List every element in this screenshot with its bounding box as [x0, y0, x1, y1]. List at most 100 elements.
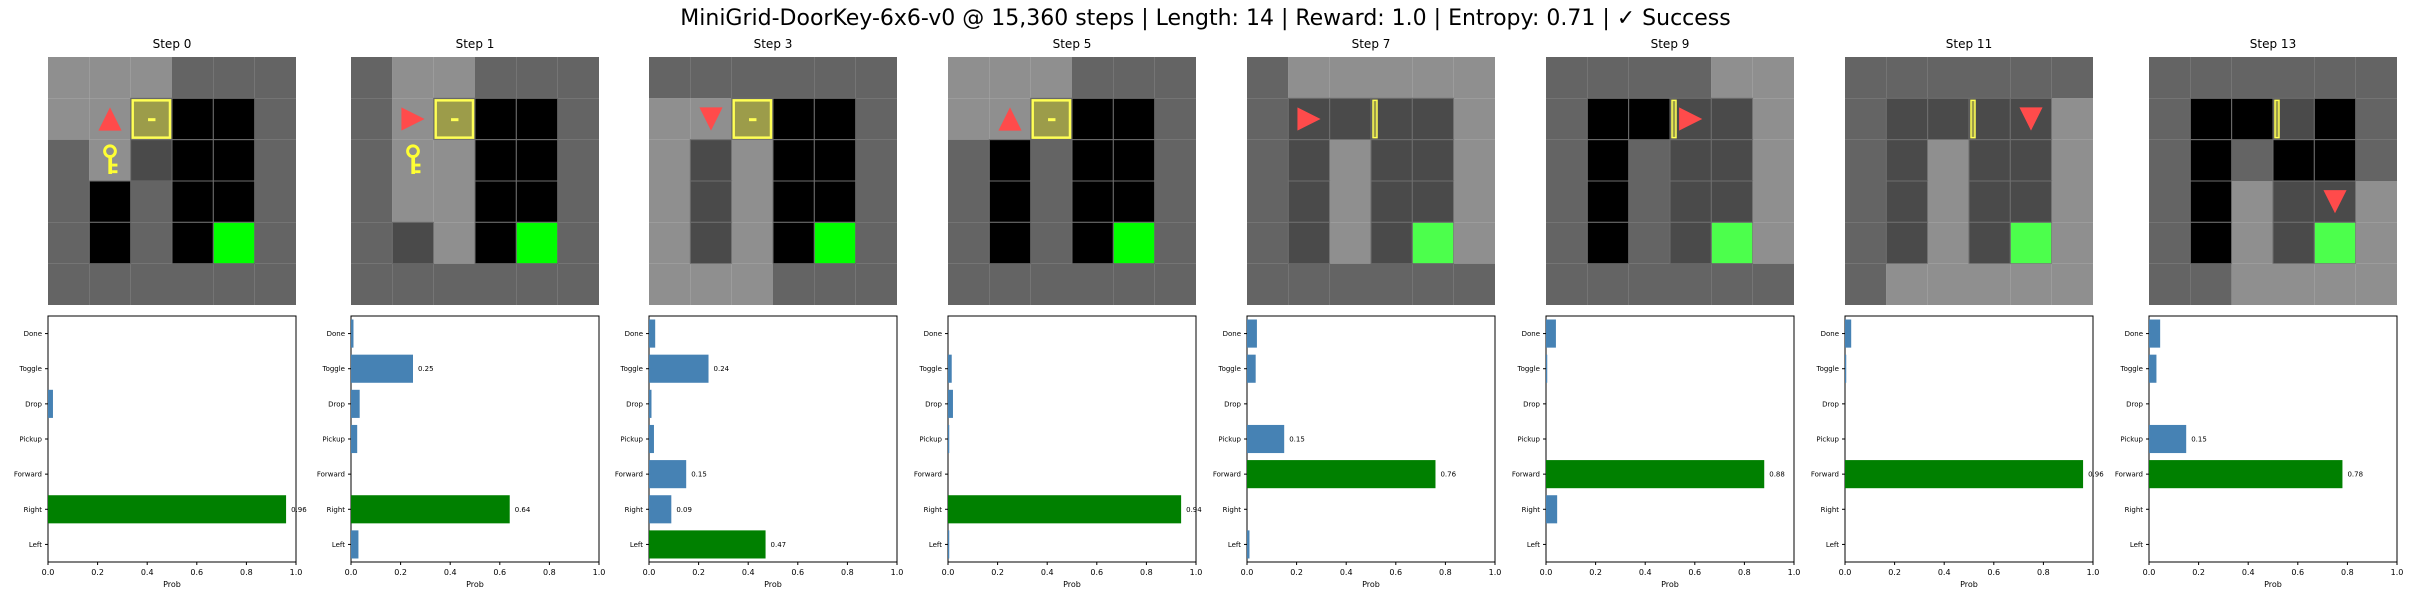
grid-cell: [172, 57, 214, 99]
bar: [948, 389, 953, 418]
grid-cell: [1370, 97, 1413, 141]
grid-cell: [2051, 139, 2093, 181]
grid-cell: [1628, 97, 1671, 141]
grid-cell: [1287, 180, 1331, 223]
grid-cell: [1546, 222, 1588, 264]
grid-cell: [1670, 57, 1712, 99]
bar: [48, 389, 53, 418]
bar: [649, 354, 709, 383]
x-tick-label: 0.2: [2192, 568, 2205, 577]
grid-cell: [855, 57, 897, 99]
bar: [649, 495, 672, 524]
grid-cell: [351, 222, 393, 264]
agent-triangle-icon: [2323, 190, 2347, 214]
y-tick-label: Left: [630, 541, 643, 549]
y-tick-label: Right: [1223, 506, 1242, 514]
y-tick-label: Left: [29, 541, 42, 549]
x-tick-label: 0.0: [42, 568, 55, 577]
bar: [649, 530, 766, 559]
bar-chart-panel: Left Right Forward 0.78 Pickup 0.15 Drop Toggle…: [2115, 315, 2404, 589]
x-tick-label: 0.2: [394, 568, 407, 577]
y-tick-label: Drop: [925, 400, 942, 408]
grid-cell: [557, 181, 599, 223]
x-tick-label: 0.0: [1540, 568, 1553, 577]
bar: [2149, 354, 2157, 383]
grid-cell: [1371, 263, 1413, 305]
grid-cell: [1453, 263, 1495, 305]
grid-cell: [649, 98, 691, 140]
grid-cell: [2273, 57, 2315, 99]
x-tick-label: 0.4: [742, 568, 755, 577]
x-tick-label: 0.2: [1589, 568, 1602, 577]
grid-cell: [689, 221, 733, 265]
x-axis-label: Prob: [2264, 580, 2282, 589]
agent-triangle-icon: [401, 107, 425, 131]
x-tick-label: 0.8: [2341, 568, 2354, 577]
x-tick-label: 1.0: [1489, 568, 1502, 577]
grid-cell: [89, 57, 131, 99]
grid-cell: [1752, 181, 1794, 223]
x-tick-label: 0.6: [190, 568, 203, 577]
frame-title: Step 5: [1053, 37, 1092, 51]
bar: [1546, 495, 1558, 524]
door-handle-icon: [1048, 118, 1056, 122]
grid-frame: Step 11: [1845, 37, 2093, 305]
grid-cell: [351, 263, 393, 305]
agent-triangle-icon: [699, 107, 723, 131]
grid-cell: [171, 221, 214, 265]
x-tick-label: 1.0: [2391, 568, 2404, 577]
bar: [2149, 319, 2161, 348]
key-icon: [406, 144, 421, 174]
grid-cell: [1752, 57, 1794, 99]
bar: [1247, 354, 1256, 383]
grid-cell: [515, 180, 559, 223]
grid-cell: [433, 222, 475, 264]
grid-cell: [1968, 139, 2011, 182]
grid-cell: [1669, 221, 1712, 265]
bar-chart-panel: Left Right Forward 0.88 Pickup Drop Toggle Done…: [1512, 315, 1800, 589]
bar: [1845, 319, 1852, 348]
y-tick-label: Done: [1522, 330, 1540, 338]
grid-cell: [1885, 97, 1929, 141]
bar-value-label: 0.25: [418, 365, 434, 373]
frame-title: Step 11: [1946, 37, 1992, 51]
grid-cell: [433, 139, 475, 181]
y-tick-label: Drop: [1523, 400, 1540, 408]
grid-cell: [1329, 263, 1371, 305]
grid-cell: [48, 98, 90, 140]
grid-cell: [1370, 221, 1413, 265]
bar-value-label: 0.96: [291, 506, 307, 514]
plot-frame: [350, 315, 600, 563]
grid-cell: [254, 139, 296, 181]
grid-cell: [1628, 263, 1670, 305]
grid-cell: [948, 98, 990, 140]
grid-frame: Step 7: [1247, 37, 1495, 305]
grid-cell: [1329, 57, 1371, 99]
bar-chart-panel: Left Right 0.64 Forward Pickup Drop Toggle 0.25…: [317, 315, 605, 589]
grid-cell: [1030, 57, 1072, 99]
grid-cell: [2051, 98, 2093, 140]
grid-cell: [2149, 263, 2191, 305]
grid-cell: [2149, 222, 2191, 264]
grid-cell: [1154, 222, 1196, 264]
grid-cell: [1329, 222, 1371, 264]
grid-cell: [433, 263, 475, 305]
grid-cell: [351, 57, 393, 99]
bar: [649, 424, 654, 454]
grid-cell: [1586, 97, 1630, 141]
grid-cell: [1885, 180, 1929, 223]
grid-frame: Step 13: [2149, 37, 2397, 305]
grid-cell: [772, 180, 815, 223]
grid-cell: [1886, 57, 1928, 99]
grid-cell: [557, 222, 599, 264]
y-tick-label: Left: [332, 541, 345, 549]
grid-frame: Step 1: [351, 37, 599, 305]
grid-cell: [351, 139, 393, 181]
grid-cell: [391, 221, 435, 265]
grid-cell: [1071, 221, 1114, 265]
frame-title: Step 9: [1651, 37, 1690, 51]
grid-cell: [1154, 139, 1196, 181]
key-icon: [103, 144, 118, 174]
x-axis-label: Prob: [163, 580, 181, 589]
x-tick-label: 1.0: [290, 568, 303, 577]
